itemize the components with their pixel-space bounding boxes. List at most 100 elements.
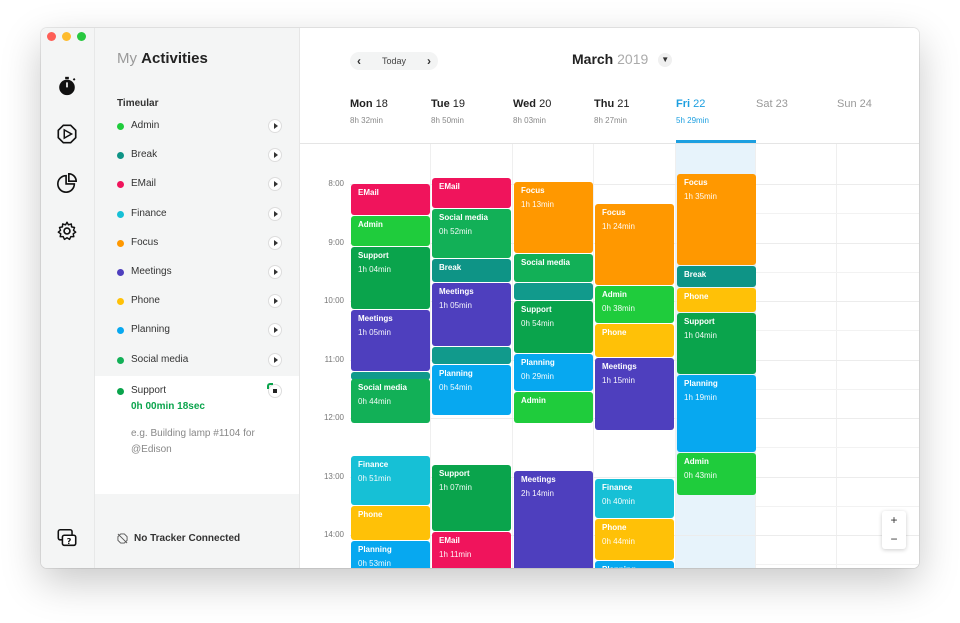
calendar-event[interactable] <box>432 346 511 365</box>
calendar-event[interactable]: EMail <box>351 184 430 216</box>
calendar-event[interactable]: EMail 1h 11min <box>432 532 511 568</box>
activity-item[interactable]: Meetings <box>95 259 299 288</box>
event-title: Support <box>358 251 389 261</box>
event-title: Phone <box>358 509 383 519</box>
event-title: Meetings <box>439 287 474 297</box>
event-title: Finance <box>602 483 633 493</box>
play-button[interactable] <box>268 352 282 367</box>
nav-settings[interactable] <box>54 218 80 244</box>
calendar-event[interactable]: Planning 1h 19min <box>677 375 756 453</box>
activity-color-dot <box>117 181 124 189</box>
nav-reports[interactable] <box>54 170 80 196</box>
note-input[interactable]: e.g. Building lamp #1104 for @Edison <box>131 428 255 455</box>
stopwatch-icon <box>59 76 76 96</box>
activity-item[interactable]: Admin <box>95 113 299 142</box>
play-button[interactable] <box>268 206 282 221</box>
event-title: Focus <box>684 178 708 188</box>
calendar-event[interactable]: Social media <box>514 254 593 283</box>
calendar-event[interactable]: Meetings 2h 14min <box>514 470 593 568</box>
half-hour-line <box>756 330 919 332</box>
play-button[interactable] <box>268 119 282 133</box>
hour-label: 8:00 <box>328 179 344 188</box>
calendar-event[interactable]: Support 1h 07min <box>432 464 511 532</box>
activity-item[interactable]: Focus <box>95 230 299 259</box>
day-total: 5h 29min <box>676 116 709 125</box>
event-title: Planning <box>358 544 392 554</box>
event-duration: 1h 05min <box>358 327 391 337</box>
calendar-event[interactable]: Support 1h 04min <box>351 247 430 309</box>
activity-label: EMail <box>131 178 157 190</box>
play-button[interactable] <box>268 177 282 192</box>
activity-item[interactable]: Finance <box>95 201 299 230</box>
play-button[interactable] <box>268 265 282 279</box>
calendar-event[interactable]: Focus 1h 35min <box>677 174 756 265</box>
activity-item[interactable]: Planning <box>95 317 299 346</box>
play-button[interactable] <box>268 148 282 163</box>
calendar-event[interactable]: EMail <box>432 178 511 208</box>
month-selector[interactable]: March 2019 ▼ <box>572 51 673 67</box>
sidebar-title: My Activities <box>117 50 208 67</box>
today-button[interactable]: Today <box>382 56 407 66</box>
calendar-event[interactable]: Social media 0h 44min <box>351 378 430 423</box>
active-activity-label: Support <box>131 385 167 396</box>
calendar-event[interactable]: Support 1h 04min <box>677 312 756 375</box>
column-divider <box>593 144 594 568</box>
day-name: Wed 20 <box>513 98 552 110</box>
day-number: 24 <box>859 98 872 110</box>
play-button[interactable] <box>268 294 282 309</box>
calendar-event[interactable]: Focus 1h 13min <box>514 182 593 254</box>
calendar-event[interactable]: Planning 0h 53min <box>351 540 430 568</box>
calendar-event[interactable]: Social media 0h 52min <box>432 208 511 258</box>
next-week-button[interactable]: › <box>427 54 432 68</box>
column-divider <box>512 144 513 568</box>
nav-tracker[interactable] <box>54 121 80 147</box>
activity-item[interactable]: Social media <box>95 347 299 376</box>
calendar-event[interactable]: Support 0h 54min <box>514 301 593 353</box>
event-title: EMail <box>439 182 460 192</box>
calendar-event[interactable]: Planning 0h 29min <box>514 353 593 391</box>
active-activity[interactable]: Support 0h 00min 18sec e.g. Building lam… <box>95 376 299 494</box>
calendar-event[interactable]: Break <box>432 258 511 283</box>
calendar-event[interactable]: Planning 0h 54min <box>432 365 511 416</box>
event-duration: 0h 38min <box>602 304 635 314</box>
prev-week-button[interactable]: ‹ <box>357 54 361 68</box>
minimize-window-button[interactable] <box>62 32 71 41</box>
calendar-event[interactable]: Phone <box>677 288 756 312</box>
chevron-down-icon[interactable]: ▼ <box>658 53 673 67</box>
activity-item[interactable]: Break <box>95 142 299 171</box>
nav-timer[interactable] <box>54 73 80 99</box>
calendar-event[interactable]: Phone 0h 44min <box>595 518 674 561</box>
calendar-event[interactable]: Meetings 1h 05min <box>432 283 511 346</box>
calendar-event[interactable]: Admin 0h 43min <box>677 453 756 495</box>
calendar-event[interactable]: Admin <box>514 391 593 423</box>
zoom-in-button[interactable]: + <box>890 513 898 527</box>
zoom-out-button[interactable]: − <box>890 532 898 546</box>
activity-item[interactable]: EMail <box>95 171 299 200</box>
calendar-event[interactable]: Focus 1h 24min <box>595 204 674 286</box>
calendar-event[interactable]: Finance 0h 40min <box>595 479 674 518</box>
calendar-event[interactable]: Break <box>677 265 756 288</box>
calendar-main: ‹ Today › March 2019 ▼ Mon 18 8h 32min Tue… <box>300 28 919 568</box>
calendar-event[interactable] <box>351 372 430 381</box>
close-window-button[interactable] <box>47 32 56 41</box>
stop-button[interactable] <box>267 383 282 398</box>
activity-item[interactable]: Phone <box>95 288 299 317</box>
calendar-event[interactable]: Meetings 1h 15min <box>595 358 674 430</box>
day-header: Sat 23 <box>756 98 836 116</box>
nav-help[interactable]: ? <box>54 525 80 551</box>
calendar-event[interactable]: Admin <box>351 216 430 247</box>
calendar-event[interactable] <box>514 283 593 300</box>
calendar-event[interactable]: Phone <box>351 505 430 540</box>
calendar-event[interactable]: Phone <box>595 324 674 358</box>
week-navigator: ‹ Today › <box>350 52 439 70</box>
play-button[interactable] <box>268 235 282 250</box>
play-button[interactable] <box>268 323 282 338</box>
calendar-event[interactable]: Meetings 1h 05min <box>351 309 430 372</box>
gear-icon <box>57 221 77 241</box>
maximize-window-button[interactable] <box>77 32 86 41</box>
event-title: Social media <box>358 382 407 392</box>
calendar-event[interactable]: Finance 0h 51min <box>351 456 430 505</box>
calendar-event[interactable]: Admin 0h 38min <box>595 286 674 324</box>
day-name: Tue 19 <box>431 98 466 110</box>
